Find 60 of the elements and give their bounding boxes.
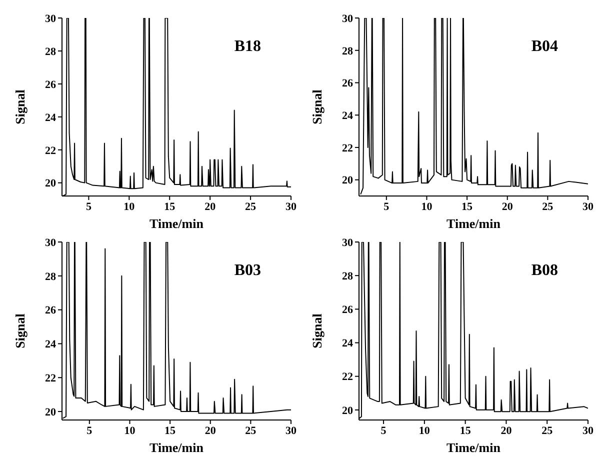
x-tick-label: 25 [245,424,257,437]
x-tick-label: 10 [421,200,433,213]
y-axis-title: Signal [12,313,28,348]
x-tick-label: 15 [462,200,474,213]
y-tick-label: 22 [45,372,56,385]
y-tick-label: 22 [45,144,56,157]
x-tick-label: 20 [500,424,512,437]
annotation: B03 [234,262,261,280]
y-tick-label: 30 [45,12,56,25]
x-tick-label: 5 [384,200,390,213]
y-tick-label: 24 [45,112,56,124]
y-tick-label: 28 [342,45,354,58]
x-tick-label: 5 [86,424,93,437]
y-tick-label: 30 [342,12,354,25]
annotation: B08 [531,262,558,280]
x-axis-title: Time/min [446,216,502,231]
y-tick-label: 22 [342,142,354,154]
x-tick-label: 15 [164,424,176,437]
x-tick-label: 15 [460,424,472,437]
x-tick-label: 5 [380,424,387,437]
annotation: B18 [234,38,261,56]
y-tick-label: 28 [45,270,56,283]
y-tick-label: 30 [45,236,56,249]
y-tick-label: 26 [342,304,354,316]
y-tick-label: 20 [45,406,56,418]
x-tick-label: 20 [502,200,514,213]
y-tick-label: 20 [45,178,56,190]
x-tick-label: 25 [542,200,554,213]
x-tick-label: 30 [286,424,297,437]
y-tick-label: 28 [342,270,354,282]
x-tick-label: 25 [542,424,554,437]
x-tick-label: 30 [286,200,297,213]
y-tick-label: 24 [342,338,354,350]
annotation: B04 [531,38,558,56]
y-tick-label: 22 [342,371,354,384]
x-tick-label: 20 [204,200,216,213]
y-tick-label: 20 [342,174,354,187]
y-axis-title: Signal [310,313,325,348]
x-tick-label: 10 [124,424,136,437]
y-tick-label: 20 [342,404,354,417]
x-tick-label: 20 [204,424,216,437]
y-tick-label: 26 [342,78,354,90]
x-tick-label: 5 [86,200,92,213]
x-tick-label: 15 [164,200,176,213]
y-axis-title: Signal [310,89,325,124]
y-tick-label: 30 [342,236,354,249]
x-tick-label: 25 [245,200,257,213]
x-tick-label: 10 [418,424,430,437]
y-tick-label: 28 [45,46,56,58]
y-tick-label: 26 [45,78,56,91]
x-axis-title: Time/min [150,440,204,455]
y-tick-label: 24 [342,110,354,122]
y-axis-title: Signal [12,89,28,124]
y-tick-label: 26 [45,304,56,317]
y-tick-label: 24 [45,338,56,351]
x-tick-label: 10 [124,200,136,213]
x-axis-title: Time/min [446,440,502,455]
x-tick-label: 30 [582,200,594,213]
x-axis-title: Time/min [150,216,204,231]
x-tick-label: 30 [582,424,594,437]
